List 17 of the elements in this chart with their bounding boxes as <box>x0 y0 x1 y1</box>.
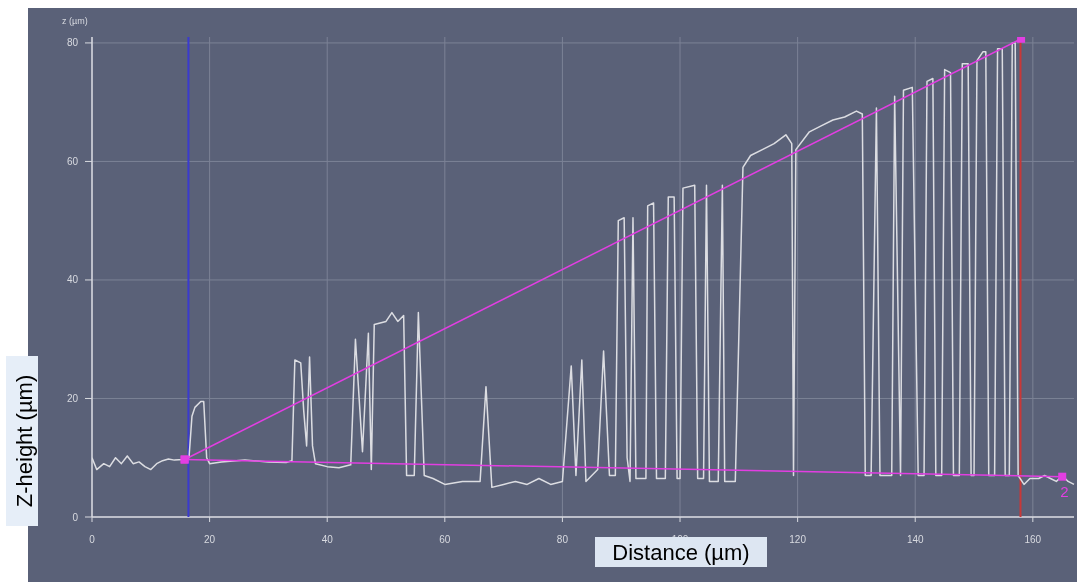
y-tick-label: 60 <box>66 155 79 167</box>
y-tick-label: 20 <box>66 392 79 404</box>
x-tick-label: 120 <box>789 534 807 545</box>
y-tick-label: 0 <box>72 511 79 523</box>
x-tick-label: 60 <box>439 534 451 545</box>
x-tick-label: 0 <box>89 534 96 545</box>
x-tick-label: 140 <box>906 534 925 545</box>
x-tick-label: 160 <box>1024 534 1042 545</box>
x-axis-title: Distance (µm) <box>612 540 750 565</box>
annotation: 2 <box>1060 482 1069 500</box>
x-tick-label: 40 <box>321 534 334 545</box>
x-tick-label: 80 <box>556 534 569 545</box>
x-tick-label: 20 <box>204 534 216 545</box>
y-tick-label: 40 <box>66 274 79 286</box>
y-tick-label: 80 <box>66 37 79 49</box>
text: z (µm) <box>62 16 88 26</box>
y-axis-title: Z-height (µm) <box>12 374 37 508</box>
